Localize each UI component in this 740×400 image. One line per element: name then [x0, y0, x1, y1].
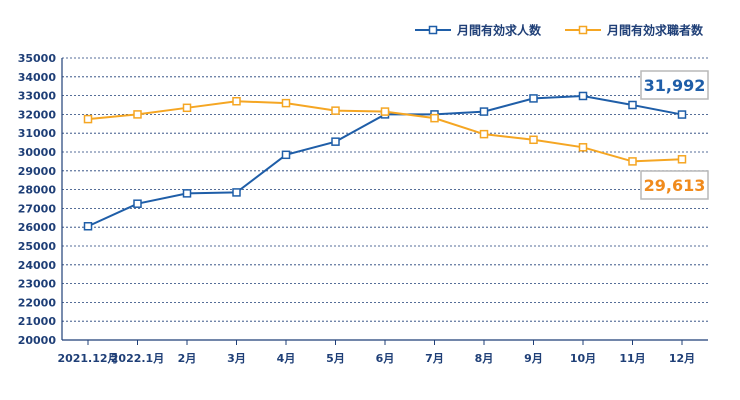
x-tick-label: 11月 — [619, 352, 645, 365]
x-tick-label: 12月 — [669, 352, 695, 365]
y-tick-label: 21000 — [18, 315, 57, 328]
data-point — [232, 188, 241, 197]
y-tick-label: 30000 — [18, 146, 57, 159]
data-point — [331, 137, 340, 146]
x-tick-label: 10月 — [570, 352, 596, 365]
legend-item-1: 月間有効求人数 — [415, 23, 542, 38]
data-point — [578, 91, 588, 101]
data-point — [331, 106, 340, 115]
data-point — [232, 96, 241, 106]
legend: 月間有効求人数 月間有効求職者数 — [415, 23, 704, 38]
data-point — [529, 94, 538, 103]
data-point — [628, 157, 637, 166]
y-tick-label: 25000 — [18, 240, 57, 253]
y-tick-label: 34000 — [18, 71, 57, 84]
y-tick-label: 27000 — [18, 202, 57, 215]
y-tick-label: 35000 — [18, 52, 57, 65]
data-point — [380, 107, 390, 116]
data-point — [83, 114, 93, 124]
legend-marker — [428, 25, 438, 35]
x-tick-label: 9月 — [524, 352, 543, 365]
y-tick-label: 26000 — [18, 221, 57, 234]
callout-value: 31,992 — [644, 76, 706, 95]
series — [83, 91, 687, 231]
data-point — [628, 100, 637, 110]
y-tick-label: 29000 — [18, 165, 57, 178]
legend-marker — [578, 25, 588, 35]
x-tick-label: 2月 — [178, 352, 197, 365]
grid — [62, 57, 708, 322]
callout-box — [640, 70, 709, 100]
y-tick-label: 23000 — [18, 278, 57, 291]
x-tick-label: 7月 — [425, 352, 444, 365]
legend-label: 月間有効求人数 — [456, 23, 542, 38]
y-tick-label: 32000 — [18, 108, 57, 121]
y-tick-label: 24000 — [18, 259, 57, 272]
callout-2: 29,613 — [640, 170, 709, 200]
callout-value: 29,613 — [644, 176, 706, 195]
callout-box — [640, 170, 709, 200]
series-2 — [83, 96, 687, 166]
callout-1: 31,992 — [640, 70, 709, 100]
x-tick-label: 4月 — [277, 352, 296, 365]
y-tick-label: 22000 — [18, 296, 57, 309]
data-point — [182, 189, 192, 198]
x-tick-label: 8月 — [475, 352, 494, 365]
callouts: 31,992 29,613 — [640, 70, 709, 200]
axes — [61, 58, 708, 345]
data-point — [281, 150, 291, 160]
legend-item-2: 月間有効求職者数 — [565, 23, 704, 38]
data-point — [430, 113, 439, 123]
data-point — [182, 103, 192, 113]
data-point — [677, 110, 687, 119]
x-tick-label: 2021.12月 — [57, 352, 118, 365]
data-point — [479, 129, 489, 139]
y-tick-labels: 20000 21000 22000 23000 24000 25000 26000 27000… — [18, 52, 57, 347]
data-point — [479, 107, 489, 116]
x-tick-label: 2022.1月 — [111, 352, 164, 365]
y-tick-label: 28000 — [18, 184, 57, 197]
data-point — [281, 98, 291, 108]
data-point — [677, 155, 687, 164]
data-point — [83, 222, 93, 231]
legend-label: 月間有効求職者数 — [606, 23, 704, 38]
data-point — [529, 135, 538, 145]
x-tick-label: 5月 — [326, 352, 345, 365]
x-tick-label: 3月 — [227, 352, 246, 365]
x-tick-label: 6月 — [376, 352, 395, 365]
data-point — [133, 199, 142, 208]
y-tick-label: 33000 — [18, 90, 57, 103]
data-point — [133, 110, 142, 119]
y-tick-label: 31000 — [18, 127, 57, 140]
data-point — [578, 143, 588, 152]
y-tick-label: 20000 — [18, 334, 57, 347]
